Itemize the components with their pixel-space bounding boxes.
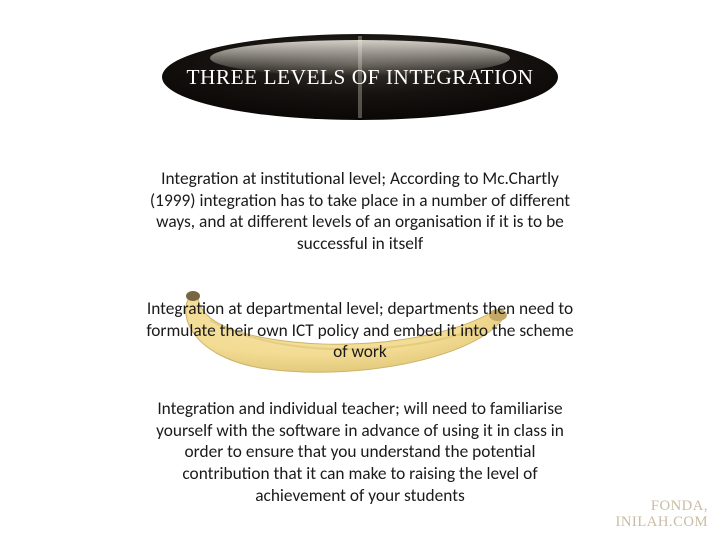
paragraph-departmental: Integration at departmental level; depar… — [140, 298, 580, 363]
watermark-line1: FONDA, — [615, 499, 708, 514]
slide-title: THREE LEVELS OF INTEGRATION — [186, 65, 533, 90]
watermark: FONDA, INILAH.COM — [615, 499, 708, 530]
watermark-line2: INILAH.COM — [615, 515, 708, 530]
title-banner: THREE LEVELS OF INTEGRATION — [160, 32, 560, 122]
paragraph-institutional: Integration at institutional level; Acco… — [140, 168, 580, 255]
paragraph-individual: Integration and individual teacher; will… — [140, 398, 580, 506]
slide: THREE LEVELS OF INTEGRATION Integration … — [0, 0, 720, 540]
